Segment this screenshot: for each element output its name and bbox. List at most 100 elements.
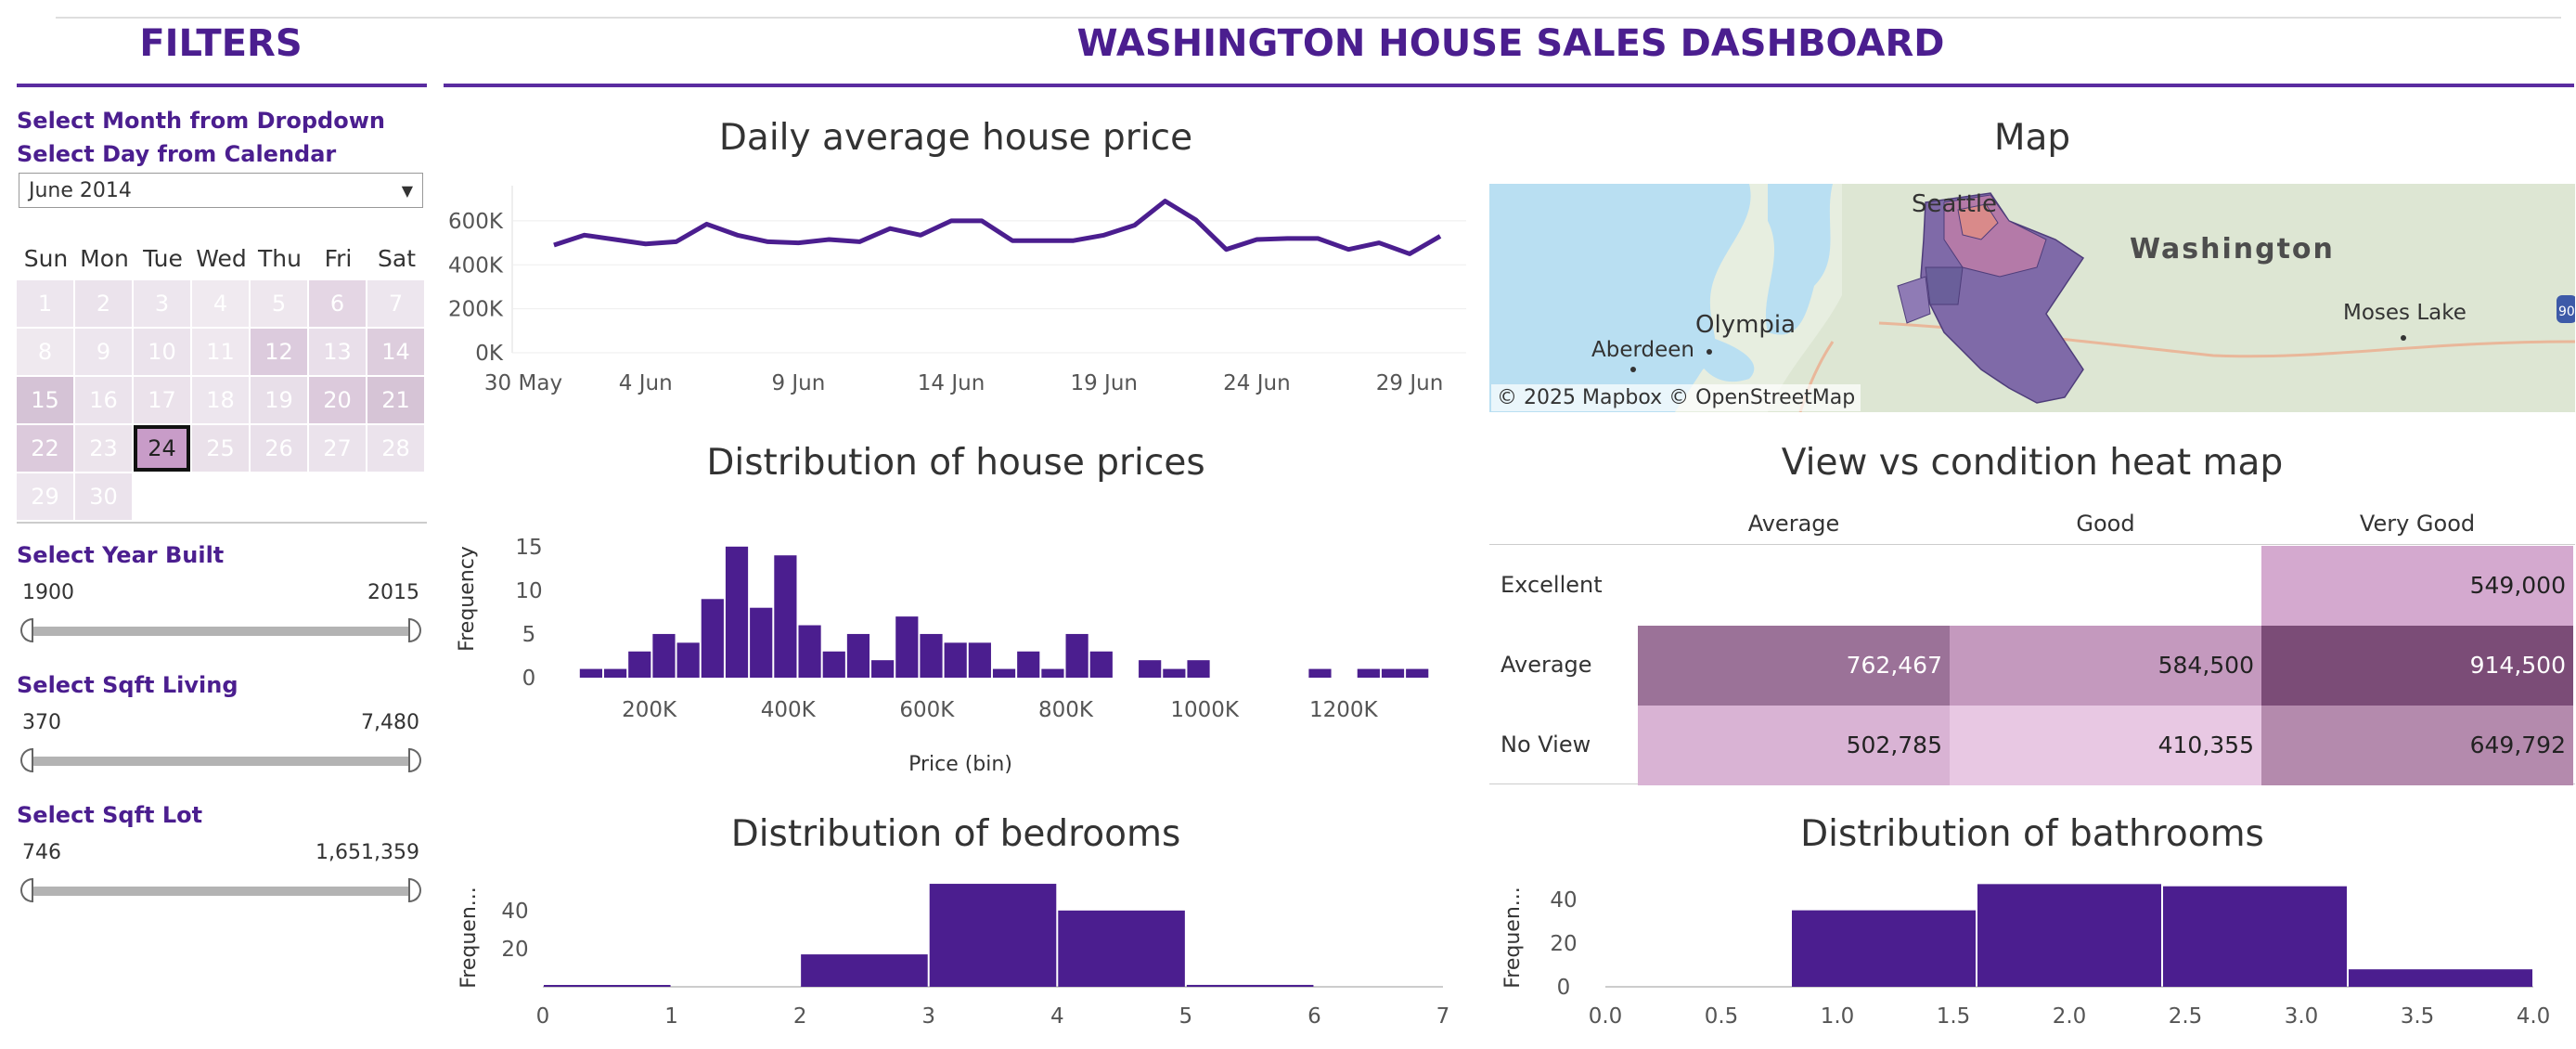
price-bar[interactable] xyxy=(750,607,773,678)
calendar-day-25[interactable]: 25 xyxy=(192,425,249,472)
calendar-day-11[interactable]: 11 xyxy=(192,329,249,375)
heatmap-cell[interactable]: 410,355 xyxy=(1950,706,2261,785)
price-bar[interactable] xyxy=(1163,668,1186,678)
month-dropdown[interactable]: June 2014 ▼ xyxy=(19,173,423,208)
slider-min-handle[interactable] xyxy=(20,878,33,902)
bathroom-bar[interactable] xyxy=(1792,910,1976,987)
price-bar[interactable] xyxy=(944,642,967,678)
calendar-day-29[interactable]: 29 xyxy=(17,473,73,520)
year-built-slider[interactable] xyxy=(20,618,425,644)
heatmap-cell[interactable]: 502,785 xyxy=(1638,706,1950,785)
x-tick-label: 7 xyxy=(1436,1004,1450,1029)
calendar-day-28[interactable]: 28 xyxy=(367,425,424,472)
calendar-day-15[interactable]: 15 xyxy=(17,377,73,423)
slider-max-handle[interactable] xyxy=(408,748,421,772)
price-bar[interactable] xyxy=(822,651,845,678)
bathroom-bar[interactable] xyxy=(1977,884,2161,987)
price-bar[interactable] xyxy=(652,633,676,678)
calendar-day-26[interactable]: 26 xyxy=(251,425,307,472)
calendar-day-20[interactable]: 20 xyxy=(309,377,366,423)
price-bar[interactable] xyxy=(871,660,895,678)
price-bar[interactable] xyxy=(1187,660,1210,678)
calendar-day-14[interactable]: 14 xyxy=(367,329,424,375)
price-bar[interactable] xyxy=(1381,668,1405,678)
slider-max-handle[interactable] xyxy=(408,878,421,902)
calendar-day-16[interactable]: 16 xyxy=(75,377,132,423)
heatmap-cell[interactable]: 549,000 xyxy=(2261,546,2573,626)
price-bar[interactable] xyxy=(920,633,943,678)
heatmap-cell[interactable]: 649,792 xyxy=(2261,706,2573,785)
price-bar[interactable] xyxy=(1017,651,1040,678)
calendar-day-4[interactable]: 4 xyxy=(192,280,249,327)
price-bar[interactable] xyxy=(798,625,821,678)
price-bar[interactable] xyxy=(701,599,724,678)
bathroom-bar[interactable] xyxy=(2163,886,2347,987)
heatmap-cell[interactable] xyxy=(1950,546,2261,626)
heatmap-cell[interactable]: 914,500 xyxy=(2261,626,2573,706)
price-bar[interactable] xyxy=(1357,668,1380,678)
heatmap-cell[interactable]: 762,467 xyxy=(1638,626,1950,706)
calendar-day-8[interactable]: 8 xyxy=(17,329,73,375)
price-bar[interactable] xyxy=(725,546,749,678)
puget-sound-water xyxy=(1765,184,1833,335)
sqft-living-slider[interactable] xyxy=(20,748,425,774)
calendar-day-3[interactable]: 3 xyxy=(134,280,190,327)
price-bar[interactable] xyxy=(895,616,919,678)
bathroom-bar[interactable] xyxy=(2349,969,2532,987)
calendar-day-17[interactable]: 17 xyxy=(134,377,190,423)
calendar-day-21[interactable]: 21 xyxy=(367,377,424,423)
slider-min-handle[interactable] xyxy=(20,618,33,642)
daily-price-line-chart[interactable]: 600K 400K 200K 0K 30 May 4 Jun 9 Jun 14 Jun 19 J… xyxy=(436,176,1485,408)
y-tick-label: 40 xyxy=(501,900,528,924)
heatmap-cell[interactable] xyxy=(1638,546,1950,626)
price-bar[interactable] xyxy=(1139,660,1162,678)
bedroom-bar[interactable] xyxy=(801,954,928,987)
calendar-day-5[interactable]: 5 xyxy=(251,280,307,327)
heatmap-cell[interactable]: 584,500 xyxy=(1950,626,2261,706)
price-bar[interactable] xyxy=(579,668,602,678)
price-bar[interactable] xyxy=(846,633,870,678)
price-bar[interactable] xyxy=(1065,633,1088,678)
calendar-day-24[interactable]: 24 xyxy=(134,425,190,472)
calendar-day-13[interactable]: 13 xyxy=(309,329,366,375)
calendar-day-30[interactable]: 30 xyxy=(75,473,132,520)
sqft-lot-slider[interactable] xyxy=(20,878,425,904)
price-bar[interactable] xyxy=(992,668,1016,678)
price-bar[interactable] xyxy=(628,651,651,678)
bathrooms-histogram-chart[interactable]: Frequen... 40 20 0 0.0 0.5 1.0 1.5 2.0 2.5 3.0 3.5 4… xyxy=(1489,873,2575,1044)
price-bar[interactable] xyxy=(1406,668,1429,678)
price-bar[interactable] xyxy=(1308,668,1332,678)
calendar-day-19[interactable]: 19 xyxy=(251,377,307,423)
price-bar[interactable] xyxy=(1089,651,1113,678)
calendar-day-7[interactable]: 7 xyxy=(367,280,424,327)
calendar-day-6[interactable]: 6 xyxy=(309,280,366,327)
price-bar[interactable] xyxy=(676,642,700,678)
slider-max-handle[interactable] xyxy=(408,618,421,642)
price-bar[interactable] xyxy=(968,642,991,678)
price-bar[interactable] xyxy=(774,555,797,678)
calendar-day-22[interactable]: 22 xyxy=(17,425,73,472)
slider-track xyxy=(30,887,414,896)
calendar-day-1[interactable]: 1 xyxy=(17,280,73,327)
price-bar[interactable] xyxy=(1041,668,1064,678)
x-axis-title: Price (bin) xyxy=(908,753,1012,776)
calendar-day-9[interactable]: 9 xyxy=(75,329,132,375)
bedroom-bar[interactable] xyxy=(1186,984,1314,987)
map-attribution[interactable]: © 2025 Mapbox © OpenStreetMap xyxy=(1491,384,1861,411)
map-view[interactable]: Seattle Washington Olympia Aberdeen Mose… xyxy=(1489,184,2575,412)
calendar-day-10[interactable]: 10 xyxy=(134,329,190,375)
calendar-day-12[interactable]: 12 xyxy=(251,329,307,375)
price-bar[interactable] xyxy=(604,668,627,678)
calendar-day-27[interactable]: 27 xyxy=(309,425,366,472)
bedroom-bar[interactable] xyxy=(1058,910,1185,987)
y-tick-label: 10 xyxy=(515,579,542,603)
bedroom-bar[interactable] xyxy=(929,884,1057,987)
bedroom-bar[interactable] xyxy=(544,985,671,987)
price-histogram-chart[interactable]: Frequency 15 10 5 0 200K 400K 600K 800K 1000K 1200… xyxy=(436,501,1485,780)
calendar-day-2[interactable]: 2 xyxy=(75,280,132,327)
bedrooms-histogram-chart[interactable]: Frequen... 40 20 0 1 2 3 4 5 6 7 xyxy=(436,873,1485,1044)
slider-min-handle[interactable] xyxy=(20,748,33,772)
calendar-day-23[interactable]: 23 xyxy=(75,425,132,472)
calendar-day-18[interactable]: 18 xyxy=(192,377,249,423)
view-condition-heatmap[interactable]: Average Good Very Good Excellent 549,000 Aver… xyxy=(1489,501,2575,785)
